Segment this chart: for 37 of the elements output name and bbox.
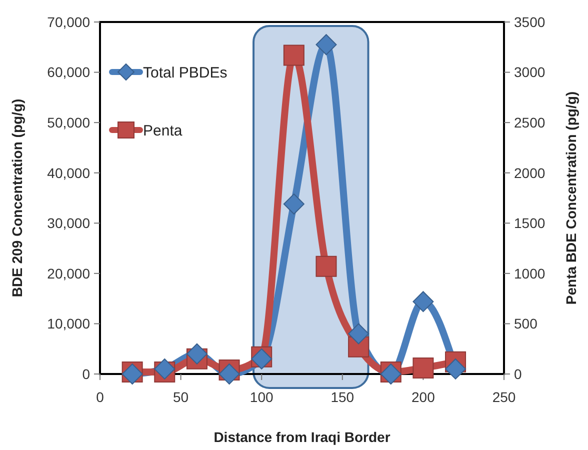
y-axis-title: BDE 209 Concentration (pg/g) [9,98,25,298]
point [283,44,304,66]
point [186,343,208,364]
x-tick-label: 50 [173,389,189,405]
legend-label: Total PBDEs [143,64,228,82]
point [316,34,337,56]
x-tick-label: 250 [492,389,516,405]
y2-tick-label: 2000 [514,164,546,181]
x-tick-label: 100 [250,389,274,405]
point [412,291,434,312]
point [348,323,370,344]
y-tick-label: 50,000 [47,114,90,130]
y-tick-label: 30,000 [47,215,90,232]
y2-tick-label: 0 [514,366,522,382]
y2-tick-label: 500 [514,316,538,332]
x-tick-label: 150 [330,389,354,405]
point [283,194,304,215]
y-tick-label: 60,000 [47,64,90,80]
x-axis-title: Distance from Iraqi Border [214,429,391,445]
x-tick-label: 0 [96,389,104,405]
x-tick-label: 200 [412,389,436,405]
point [445,358,466,380]
y2-axis-title: Penta BDE Concentration (pg/g) [563,91,579,305]
y2-tick-label: 1000 [514,265,546,282]
y2-tick-label: 3000 [514,64,546,80]
y2-tick-label: 2500 [514,114,546,130]
y-tick-label: 10,000 [47,316,90,332]
y-tick-label: 70,000 [47,14,90,30]
point [316,256,337,277]
y-tick-label: 20,000 [47,265,90,282]
y2-tick-label: 3500 [514,14,546,30]
point [412,357,434,378]
y2-tick-label: 1500 [514,215,546,232]
y-tick-label: 0 [82,366,90,382]
legend-label: Penta [143,122,183,140]
point [218,364,240,384]
y-tick-label: 40,000 [47,164,90,181]
